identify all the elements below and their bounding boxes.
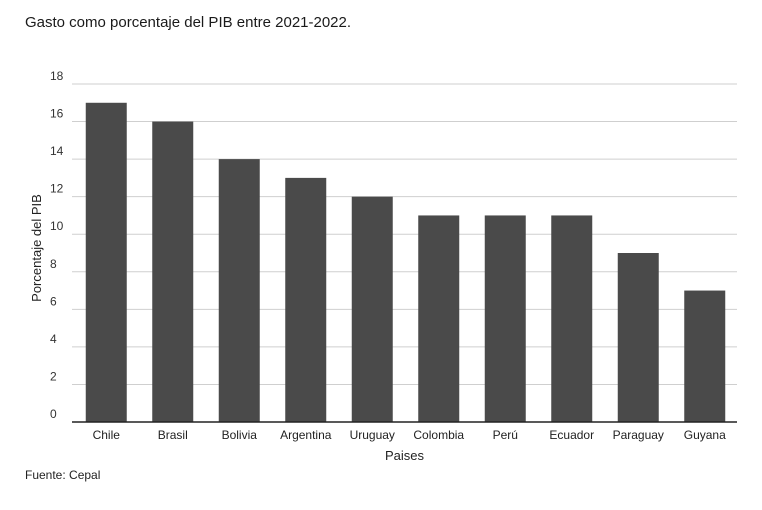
x-tick-label: Chile bbox=[93, 428, 121, 442]
x-tick-label: Bolivia bbox=[222, 428, 258, 442]
bar-paraguay bbox=[617, 253, 659, 422]
y-tick-label: 4 bbox=[50, 332, 57, 346]
x-tick-label: Perú bbox=[493, 428, 518, 442]
bar-ecuador bbox=[551, 215, 593, 422]
chart-title: Gasto como porcentaje del PIB entre 2021… bbox=[25, 14, 352, 31]
y-axis-title: Porcentaje del PIB bbox=[29, 194, 44, 302]
bar-peru bbox=[484, 215, 526, 422]
y-tick-label: 8 bbox=[50, 257, 57, 271]
bar-guyana bbox=[684, 290, 726, 422]
x-tick-label: Guyana bbox=[684, 428, 726, 442]
x-tick-labels: Chile Brasil Bolivia Argentina Uruguay Colomb… bbox=[93, 428, 727, 442]
x-axis-title: Paises bbox=[385, 448, 425, 463]
bar-brasil bbox=[152, 121, 194, 423]
x-tick-label: Argentina bbox=[280, 428, 332, 442]
source-note: Fuente: Cepal bbox=[25, 468, 101, 482]
y-tick-label: 2 bbox=[50, 369, 57, 383]
bars bbox=[85, 102, 726, 423]
x-tick-label: Paraguay bbox=[613, 428, 664, 442]
bar-colombia bbox=[418, 215, 460, 422]
y-tick-label: 12 bbox=[50, 182, 64, 196]
x-tick-label: Brasil bbox=[158, 428, 188, 442]
x-tick-label: Colombia bbox=[413, 428, 464, 442]
bar-argentina bbox=[285, 177, 327, 422]
y-tick-label: 0 bbox=[50, 407, 57, 421]
bar-uruguay bbox=[351, 196, 393, 422]
bar-bolivia bbox=[218, 159, 260, 422]
x-tick-label: Uruguay bbox=[350, 428, 395, 442]
x-tick-label: Ecuador bbox=[549, 428, 594, 442]
y-tick-labels: 0 2 4 6 8 10 12 14 16 18 bbox=[50, 69, 64, 421]
y-tick-label: 16 bbox=[50, 107, 64, 121]
y-tick-label: 10 bbox=[50, 219, 64, 233]
bar-chile bbox=[85, 102, 127, 423]
y-tick-label: 6 bbox=[50, 294, 57, 308]
y-tick-label: 18 bbox=[50, 69, 64, 83]
y-tick-label: 14 bbox=[50, 144, 64, 158]
